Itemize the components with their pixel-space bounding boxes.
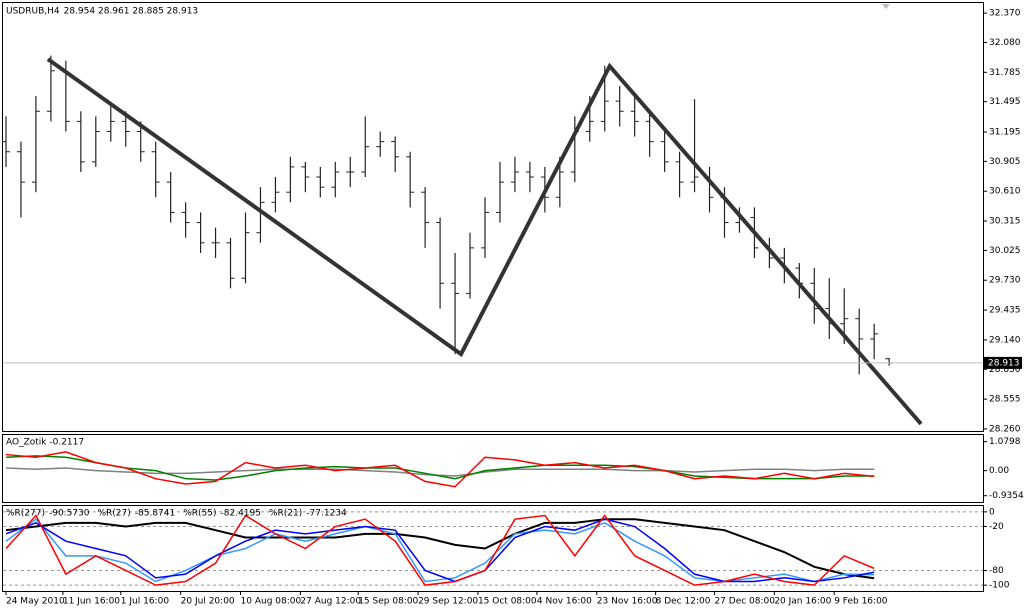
x-tick-label: 29 Sep 12:00 [418, 597, 478, 607]
x-tick-label: 20 Jul 20:00 [181, 597, 235, 607]
y-tick-label: 30.610 [989, 187, 1021, 197]
series-line [5, 518, 875, 580]
y-tick-label: -0.9354 [989, 491, 1024, 501]
x-tick-label: 23 Nov 16:00 [597, 597, 658, 607]
x-tick-label: 20 Jan 16:00 [774, 597, 831, 607]
y-tick-label: 31.195 [989, 128, 1021, 138]
x-tick-label: 15 Sep 08:00 [358, 597, 418, 607]
series-line [5, 451, 875, 488]
y-tick-label: 28.555 [989, 395, 1021, 405]
y-tick-label: 29.140 [989, 335, 1021, 345]
x-tick-label: 1 Jul 16:00 [121, 597, 170, 607]
y-tick-label: 31.785 [989, 68, 1021, 78]
price-label-box [984, 356, 1022, 369]
price-label: 28.913 [988, 358, 1020, 368]
indicator-title: AO_Zotik -0.2117 [6, 438, 84, 448]
legend-name: %R(277) [6, 509, 45, 519]
x-tick-label: 9 Feb 16:00 [834, 597, 888, 607]
legend-value: -82.4195 [221, 509, 261, 519]
x-tick-label: 4 Nov 16:00 [537, 597, 592, 607]
x-tick-label: 15 Oct 08:00 [478, 597, 537, 607]
x-tick-label: 10 Aug 08:00 [241, 597, 302, 607]
series-line [5, 518, 875, 583]
x-tick-label: 27 Aug 12:00 [300, 597, 361, 607]
x-tick-label: 11 Jun 16:00 [63, 597, 120, 607]
legend-value: -90.5730 [49, 509, 90, 519]
y-tick-label: 28.260 [989, 424, 1021, 434]
y-tick-label: 29.730 [989, 276, 1021, 286]
y-tick-label: 30.905 [989, 157, 1021, 167]
chart-title: USDRUB,H4 [6, 7, 60, 17]
y-tick-label: 32.080 [989, 38, 1021, 48]
y-tick-label: -100 [989, 581, 1010, 591]
y-tick-label: 0.00 [989, 466, 1009, 476]
legend-value: -85.8741 [135, 509, 175, 519]
y-tick-label: 1.0798 [989, 437, 1021, 447]
shift-marker [882, 4, 890, 9]
x-tick-label: 8 Dec 12:00 [656, 597, 711, 607]
y-tick-label: -80 [989, 566, 1004, 576]
y-tick-label: 32.370 [989, 9, 1021, 19]
y-tick-label: 31.495 [989, 97, 1021, 107]
x-tick-label: 24 May 2010 [6, 597, 65, 607]
price-panel [2, 2, 984, 432]
ao-panel [2, 434, 984, 503]
y-tick-label: 30.025 [989, 246, 1021, 256]
x-tick-label: 27 Dec 08:00 [714, 597, 775, 607]
legend-value: -77.1234 [306, 509, 347, 519]
wpr-panel [2, 505, 984, 592]
legend-name: %R(55) [183, 509, 216, 519]
y-tick-label: 29.435 [989, 306, 1021, 316]
y-tick-label: 0 [989, 507, 995, 517]
series-line [5, 514, 875, 586]
y-tick-label: 28.850 [989, 365, 1021, 375]
legend-name: %R(27) [97, 509, 130, 519]
y-tick-label: 30.315 [989, 217, 1021, 227]
trend-line [46, 57, 923, 426]
ohlc-label: 28.954 28.961 28.885 28.913 [64, 7, 199, 17]
legend-name: %R(21) [269, 509, 302, 519]
series-line [5, 455, 875, 481]
y-tick-label: -20 [989, 522, 1004, 532]
